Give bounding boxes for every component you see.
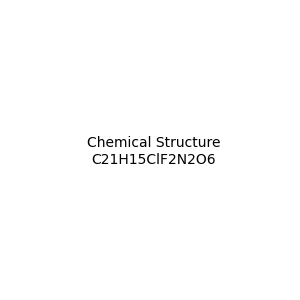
Text: Chemical Structure
C21H15ClF2N2O6: Chemical Structure C21H15ClF2N2O6 [87, 136, 220, 166]
